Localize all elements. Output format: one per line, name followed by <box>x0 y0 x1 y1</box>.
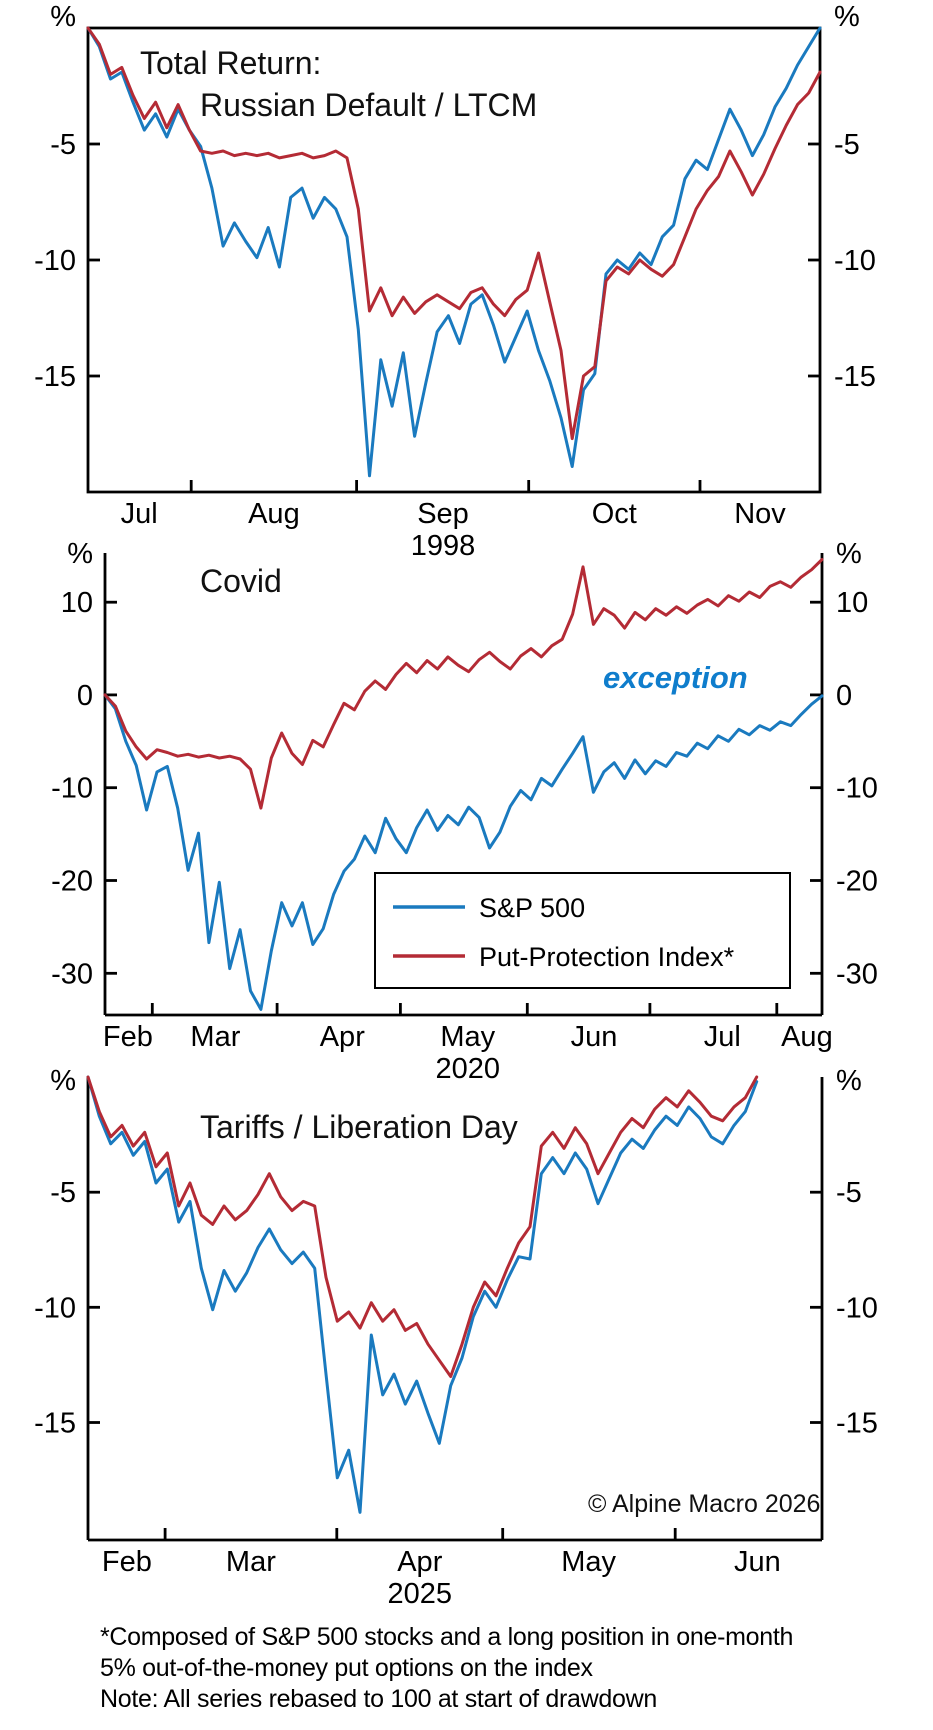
x-tick-label: May <box>440 1021 495 1053</box>
y-axis-unit: % <box>50 1065 76 1097</box>
y-tick-label: -20 <box>836 866 878 898</box>
x-tick-label: Apr <box>397 1546 442 1578</box>
y-tick-label: 10 <box>836 587 868 619</box>
series-line-sp500 <box>86 1075 759 1514</box>
x-tick-label: Jun <box>571 1021 618 1053</box>
x-tick-label: Jun <box>734 1546 781 1578</box>
y-axis-unit: % <box>834 1 860 33</box>
x-tick-label: Feb <box>102 1546 152 1578</box>
x-tick-label: Aug <box>781 1021 833 1053</box>
x-tick-label: Sep <box>417 498 469 530</box>
axis-frame <box>103 553 824 1017</box>
series-line-put_protection <box>103 558 824 810</box>
panel-2020: 10 10 0 0 -10 -10 -20 -20 -30 -30% % Feb Mar Apr May Ju… <box>51 538 878 1085</box>
legend-box <box>374 872 791 989</box>
panel-2025: -5 -5 -10 -10 -15 -15% % Feb Mar Apr May Jun 2025 Tar… <box>34 1065 878 1610</box>
y-tick-label: -10 <box>51 773 93 805</box>
y-tick-label: -10 <box>834 245 876 277</box>
legend-label: S&P 500 <box>479 893 585 923</box>
footnote-line-1: *Composed of S&P 500 stocks and a long p… <box>100 1623 794 1651</box>
y-axis-unit: % <box>836 1065 862 1097</box>
panel-1998: -5 -5 -10 -10 -15 -15% % Jul Aug Sep Oct Nov 1998 Tot… <box>34 1 876 562</box>
series-line-put_protection <box>86 1075 759 1378</box>
footnotes: *Composed of S&P 500 stocks and a long p… <box>100 1622 900 1715</box>
footnote-line-2: 5% out-of-the-money put options on the i… <box>100 1654 593 1682</box>
y-tick-label: -10 <box>34 1292 76 1324</box>
chart-title: Tariffs / Liberation Day <box>200 1109 518 1145</box>
y-tick-label: 10 <box>61 587 93 619</box>
chart-title-line1: Total Return: <box>140 45 321 81</box>
x-tick-label: Apr <box>320 1021 365 1053</box>
y-tick-label: -30 <box>836 958 878 990</box>
series-line-sp500 <box>103 693 824 1011</box>
y-tick-label: -5 <box>834 129 860 161</box>
series-line-put_protection <box>86 26 822 441</box>
y-tick-label: -15 <box>34 1408 76 1440</box>
legend: S&P 500 Put-Protection Index* <box>374 872 791 989</box>
x-axis-year: 1998 <box>411 530 476 562</box>
y-tick-label: -10 <box>34 245 76 277</box>
y-tick-label: -15 <box>836 1408 878 1440</box>
y-tick-label: -10 <box>836 1292 878 1324</box>
x-tick-label: Jul <box>121 498 158 530</box>
y-tick-label: -20 <box>51 866 93 898</box>
x-tick-label: Jul <box>704 1021 741 1053</box>
y-tick-label: -5 <box>50 129 76 161</box>
x-tick-label: Mar <box>226 1546 276 1578</box>
y-tick-label: 0 <box>77 680 93 712</box>
y-tick-label: -15 <box>34 361 76 393</box>
y-axis-unit: % <box>836 538 862 570</box>
axis-frame <box>86 1077 824 1542</box>
chart-title: Covid <box>200 563 282 599</box>
y-tick-label: -5 <box>836 1177 862 1209</box>
x-axis-year: 2020 <box>436 1053 501 1085</box>
exception-annotation: exception <box>603 660 748 695</box>
x-tick-label: May <box>561 1546 616 1578</box>
y-tick-label: -30 <box>51 958 93 990</box>
y-tick-label: 0 <box>836 680 852 712</box>
x-tick-label: Aug <box>248 498 300 530</box>
copyright-label: © Alpine Macro 2026 <box>588 1490 820 1518</box>
x-axis-year: 2025 <box>388 1578 453 1610</box>
x-tick-label: Oct <box>592 498 637 530</box>
series-line-sp500 <box>86 26 822 478</box>
y-axis-unit: % <box>67 538 93 570</box>
y-axis-unit: % <box>50 1 76 33</box>
footnote-line-3: Note: All series rebased to 100 at start… <box>100 1685 657 1713</box>
y-tick-label: -5 <box>50 1177 76 1209</box>
legend-label: Put-Protection Index* <box>479 942 735 972</box>
x-tick-label: Nov <box>734 498 786 530</box>
y-tick-label: -15 <box>834 361 876 393</box>
axis-frame <box>86 26 822 494</box>
chart-title-line2: Russian Default / LTCM <box>200 87 537 123</box>
y-tick-label: -10 <box>836 773 878 805</box>
x-tick-label: Feb <box>103 1021 153 1053</box>
x-tick-label: Mar <box>190 1021 240 1053</box>
